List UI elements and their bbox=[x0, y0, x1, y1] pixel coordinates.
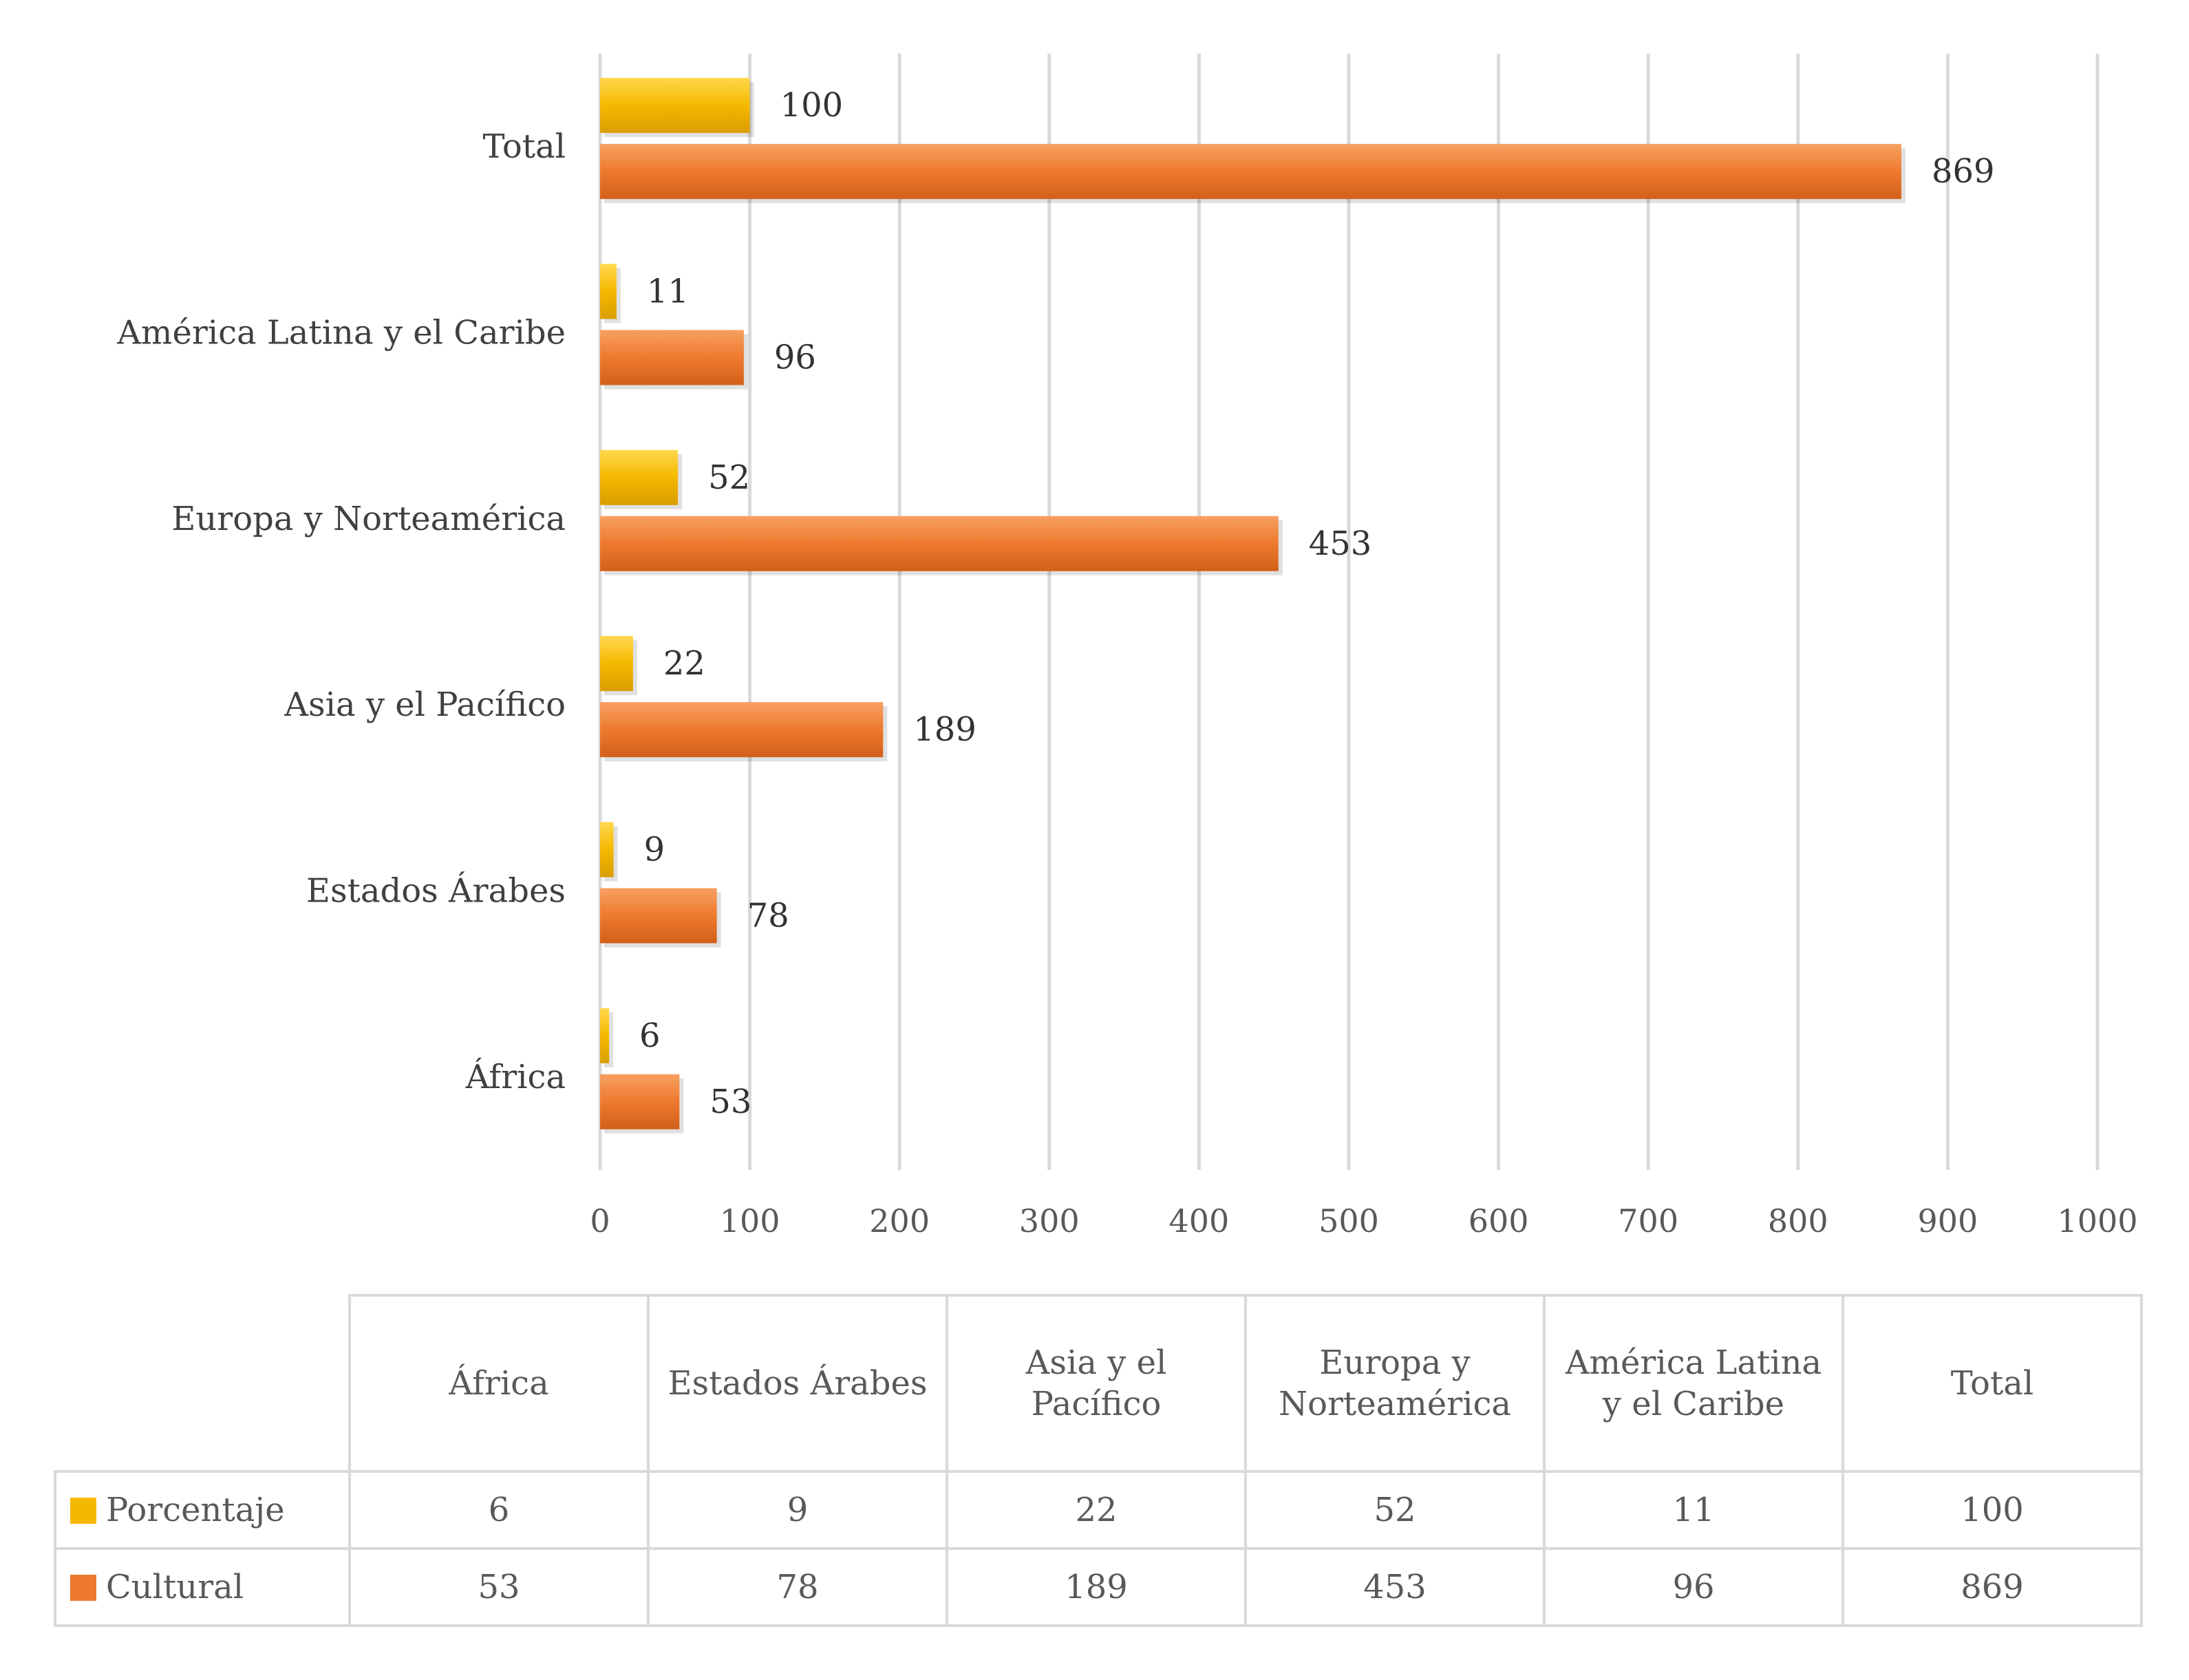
table-cell: 453 bbox=[1244, 1547, 1546, 1627]
bar-cultural bbox=[600, 330, 744, 385]
bar-porcentaje bbox=[600, 449, 679, 505]
bar-porcentaje bbox=[600, 264, 617, 319]
table-cell: 96 bbox=[1543, 1547, 1844, 1627]
bar-cultural bbox=[600, 144, 1901, 200]
x-tick-label: 600 bbox=[1469, 1202, 1529, 1240]
data-label: 52 bbox=[708, 458, 750, 497]
x-tick-label: 200 bbox=[869, 1202, 930, 1240]
table-cell: 9 bbox=[647, 1470, 948, 1550]
category-label: América Latina y el Caribe bbox=[116, 314, 566, 352]
category-label: Europa y Norteamérica bbox=[171, 500, 566, 538]
x-tick-label: 900 bbox=[1917, 1202, 1978, 1240]
category-label: África bbox=[465, 1057, 566, 1096]
bar-cultural bbox=[600, 888, 717, 944]
data-label: 869 bbox=[1932, 152, 1995, 191]
data-label: 453 bbox=[1309, 524, 1372, 563]
x-tick-label: 500 bbox=[1318, 1202, 1379, 1240]
legend-entry-cultural: Cultural bbox=[54, 1547, 351, 1627]
table-cell: 100 bbox=[1841, 1470, 2143, 1550]
data-table: África Estados Árabes Asia y el Pacífico… bbox=[54, 1294, 2143, 1627]
table-header-cell: América Latina y el Caribe bbox=[1543, 1294, 1844, 1473]
table-cell: 11 bbox=[1543, 1470, 1844, 1550]
labels: 0 100 200 300 400 500 600 700 800 900 1000 África 6 5… bbox=[116, 86, 2137, 1240]
x-tick-label: 0 bbox=[590, 1202, 610, 1240]
x-tick-label: 100 bbox=[720, 1202, 780, 1240]
data-label: 9 bbox=[644, 831, 665, 869]
bar-chart: 0 100 200 300 400 500 600 700 800 900 1000 África 6 5… bbox=[116, 54, 2138, 1240]
table-header-cell: Asia y el Pacífico bbox=[946, 1294, 1247, 1473]
table-corner bbox=[55, 1295, 351, 1473]
gridlines bbox=[598, 54, 2100, 1170]
x-tick-label: 400 bbox=[1168, 1202, 1229, 1240]
legend-swatch-porcentaje bbox=[70, 1498, 96, 1524]
x-tick-label: 300 bbox=[1019, 1202, 1080, 1240]
data-label: 189 bbox=[913, 710, 976, 749]
table-header-cell: Europa y Norteamérica bbox=[1244, 1294, 1546, 1473]
table-cell: 189 bbox=[946, 1547, 1247, 1627]
table-row: Porcentaje 6 9 22 52 11 100 bbox=[54, 1470, 2143, 1550]
table-header-cell: Total bbox=[1841, 1294, 2143, 1473]
legend-entry-porcentaje: Porcentaje bbox=[54, 1470, 351, 1550]
data-label: 6 bbox=[639, 1017, 661, 1055]
table-row: Cultural 53 78 189 453 96 869 bbox=[54, 1547, 2143, 1627]
bar-porcentaje bbox=[600, 636, 633, 692]
bar-porcentaje bbox=[600, 1008, 610, 1063]
x-tick-label: 1000 bbox=[2057, 1202, 2137, 1240]
x-tick-label: 700 bbox=[1618, 1202, 1678, 1240]
data-label: 100 bbox=[780, 86, 844, 125]
table-cell: 52 bbox=[1244, 1470, 1546, 1550]
bar-porcentaje bbox=[600, 78, 750, 134]
category-label: Total bbox=[483, 127, 566, 166]
bars bbox=[600, 78, 1905, 1134]
category-label: Asia y el Pacífico bbox=[284, 685, 566, 724]
data-label: 53 bbox=[709, 1083, 751, 1121]
x-tick-label: 800 bbox=[1768, 1202, 1828, 1240]
category-label: Estados Árabes bbox=[306, 871, 566, 911]
bar-cultural bbox=[600, 515, 1279, 571]
table-header-cell: Estados Árabes bbox=[647, 1294, 948, 1473]
table-cell: 78 bbox=[647, 1547, 948, 1627]
data-label: 11 bbox=[647, 273, 689, 311]
table-cell: 53 bbox=[348, 1547, 650, 1627]
data-label: 96 bbox=[774, 339, 816, 377]
bar-porcentaje bbox=[600, 822, 614, 878]
table-header-row: África Estados Árabes Asia y el Pacífico… bbox=[55, 1294, 2143, 1473]
data-label: 78 bbox=[747, 897, 789, 935]
bar-cultural bbox=[600, 702, 884, 758]
bar-cultural bbox=[600, 1074, 680, 1129]
data-label: 22 bbox=[663, 644, 705, 683]
table-cell: 6 bbox=[348, 1470, 650, 1550]
table-cell: 22 bbox=[946, 1470, 1247, 1550]
legend-swatch-cultural bbox=[70, 1575, 96, 1601]
table-header-cell: África bbox=[348, 1294, 650, 1473]
table-cell: 869 bbox=[1841, 1547, 2143, 1627]
